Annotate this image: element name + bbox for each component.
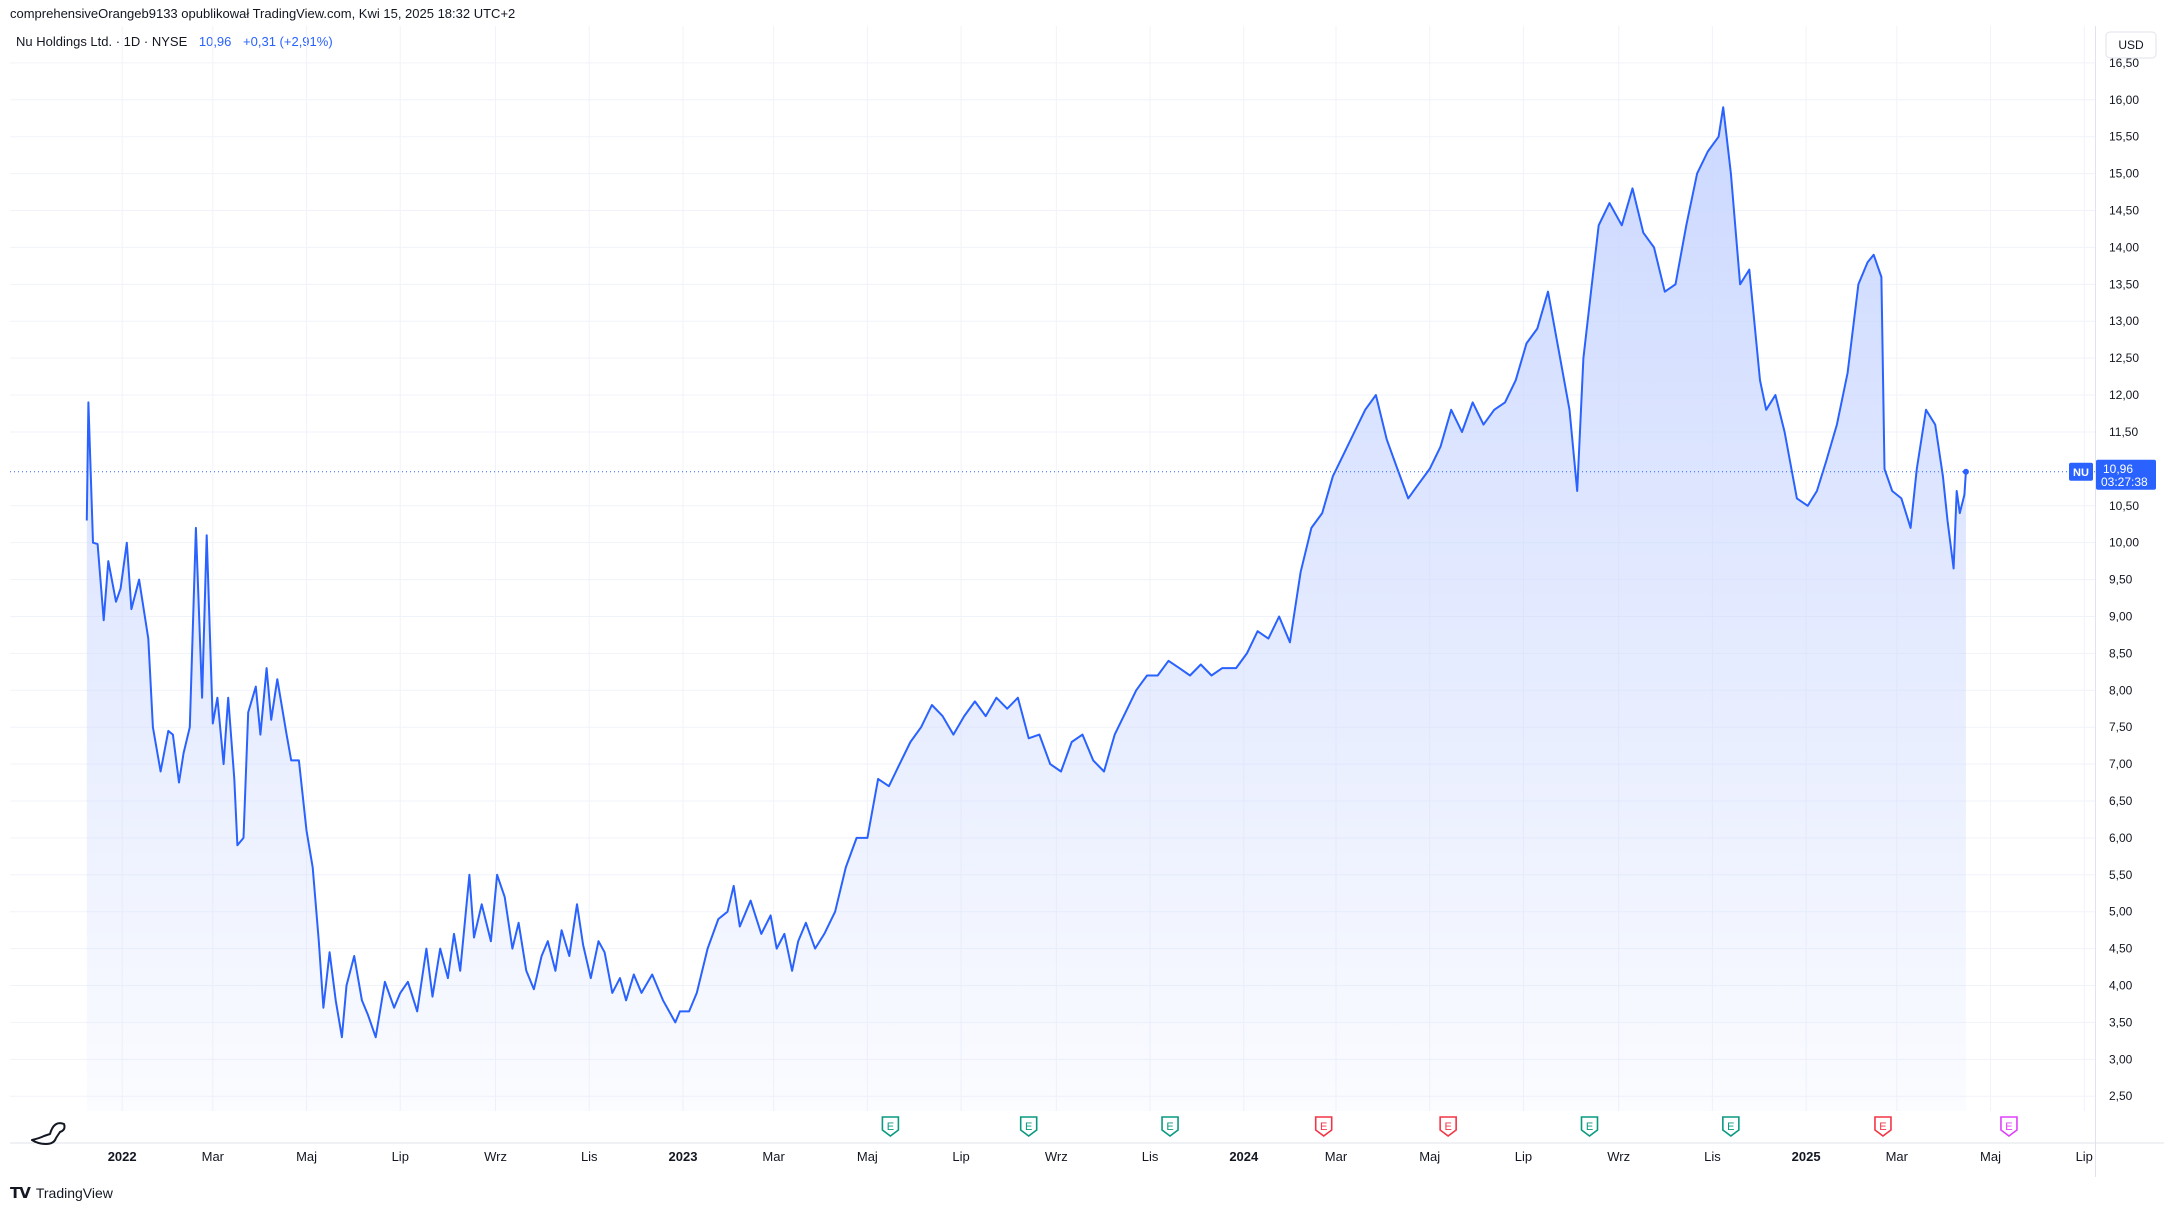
x-tick-label: Wrz — [484, 1149, 507, 1164]
y-tick-label: 4,00 — [2109, 979, 2133, 993]
ticker-tag-bg — [2069, 462, 2093, 481]
y-tick-label: 7,50 — [2109, 720, 2133, 734]
x-tick-label: Mar — [202, 1149, 225, 1164]
last-price-dot — [1962, 468, 1969, 475]
y-tick-label: 7,00 — [2109, 757, 2133, 771]
y-tick-label: 15,50 — [2109, 130, 2139, 144]
y-tick-label: 16,50 — [2109, 56, 2139, 70]
svg-text:E: E — [1320, 1121, 1327, 1133]
currency-label: USD — [2118, 38, 2144, 52]
price-change: +0,31 (+2,91%) — [243, 34, 333, 49]
y-tick-label: 5,00 — [2109, 905, 2133, 919]
x-tick-label: Lip — [2076, 1149, 2093, 1164]
symbol-legend: Nu Holdings Ltd. · 1D · NYSE 10,96 +0,31… — [16, 34, 333, 49]
price-area-fill — [86, 107, 1966, 1111]
price-line — [85, 106, 1967, 1039]
publish-info: comprehensiveOrangeb9133 opublikował Tra… — [10, 6, 516, 21]
y-tick-label: 4,50 — [2109, 942, 2133, 956]
y-tick-label: 14,50 — [2109, 204, 2139, 218]
x-tick-label: Wrz — [1607, 1149, 1630, 1164]
x-tick-label: Lip — [952, 1149, 969, 1164]
earnings-marker-icon[interactable]: E — [2000, 1116, 2018, 1137]
price-chart[interactable]: 2,50 3,00 3,50 4,00 4,50 5,00 5,50 6,00 6,50 7,00… — [10, 26, 2164, 1177]
y-tick-label: 9,00 — [2109, 609, 2133, 623]
x-tick-label: Maj — [857, 1149, 878, 1164]
currency-button — [2105, 31, 2157, 59]
x-tick-label: Maj — [1980, 1149, 2001, 1164]
y-tick-label: 16,00 — [2109, 93, 2139, 107]
symbol-name[interactable]: Nu Holdings Ltd. · 1D · NYSE — [16, 34, 188, 49]
y-tick-label: 15,00 — [2109, 167, 2139, 181]
earnings-marker-icon[interactable]: E — [881, 1116, 900, 1137]
x-tick-label: Mar — [762, 1149, 785, 1164]
earnings-marker-icon[interactable]: E — [1439, 1116, 1457, 1137]
y-tick-label: 10,00 — [2109, 536, 2139, 550]
x-tick-label: Lis — [1142, 1149, 1159, 1164]
y-tick-label: 13,50 — [2109, 277, 2139, 291]
y-tick-label: 9,50 — [2109, 573, 2133, 587]
y-tick-label: 2,50 — [2109, 1089, 2133, 1103]
ticker-tag: NU — [2073, 467, 2089, 479]
x-tick-label: Lis — [581, 1149, 598, 1164]
footer-brand: 𝗧𝗩 TradingView — [10, 1184, 113, 1202]
y-tick-label: 3,50 — [2109, 1015, 2133, 1029]
tradingview-logo-icon: 𝗧𝗩 — [10, 1185, 31, 1202]
earnings-marker-icon[interactable]: E — [1874, 1116, 1892, 1137]
svg-text:E: E — [1166, 1121, 1173, 1133]
y-tick-label: 14,00 — [2109, 240, 2139, 254]
x-tick-label: 2022 — [108, 1149, 137, 1164]
brand-name: TradingView — [35, 1185, 113, 1201]
svg-text:E: E — [1879, 1121, 1886, 1133]
x-tick-label: Lip — [1515, 1149, 1532, 1164]
y-tick-label: 12,00 — [2109, 388, 2139, 402]
y-tick-label: 11,50 — [2109, 425, 2138, 439]
y-tick-label: 13,00 — [2109, 314, 2139, 328]
x-tick-label: 2025 — [1792, 1149, 1821, 1164]
svg-text:E: E — [1586, 1121, 1593, 1133]
last-price-label-bg — [2096, 459, 2156, 490]
y-tick-label: 10,50 — [2109, 499, 2139, 513]
earnings-marker-icon[interactable]: E — [1314, 1116, 1333, 1137]
x-tick-label: 2024 — [1229, 1149, 1259, 1164]
svg-text:E: E — [1727, 1121, 1734, 1133]
earnings-marker-icon[interactable]: E — [1161, 1116, 1179, 1137]
last-price: 10,96 — [198, 34, 232, 49]
earnings-marker-icon[interactable]: E — [1019, 1116, 1038, 1137]
x-tick-label: Mar — [1886, 1149, 1909, 1164]
svg-text:E: E — [1444, 1121, 1451, 1133]
y-tick-label: 8,50 — [2109, 646, 2133, 660]
x-tick-label: Maj — [1419, 1149, 1440, 1164]
svg-text:E: E — [2005, 1121, 2012, 1133]
svg-text:E: E — [887, 1121, 894, 1133]
countdown-label: 03:27:38 — [2101, 475, 2148, 489]
earnings-marker-icon[interactable]: E — [1580, 1116, 1599, 1137]
earnings-marker-icon[interactable]: E — [1722, 1116, 1740, 1137]
y-tick-label: 12,50 — [2109, 351, 2139, 365]
chart-area[interactable]: 2,50 3,00 3,50 4,00 4,50 5,00 5,50 6,00 6,50 7,00… — [10, 26, 2164, 1177]
svg-text:E: E — [1025, 1121, 1032, 1133]
x-tick-label: Lis — [1704, 1149, 1721, 1164]
y-tick-label: 5,50 — [2109, 868, 2133, 882]
last-price-label: 10,96 — [2103, 462, 2133, 476]
y-tick-label: 8,00 — [2109, 683, 2133, 697]
x-tick-label: Wrz — [1045, 1149, 1068, 1164]
x-tick-label: Mar — [1325, 1149, 1348, 1164]
y-tick-label: 6,50 — [2109, 794, 2133, 808]
y-tick-label: 6,00 — [2109, 831, 2133, 845]
dino-icon — [31, 1122, 66, 1145]
x-tick-label: Lip — [392, 1149, 409, 1164]
y-tick-label: 3,00 — [2109, 1052, 2133, 1066]
x-tick-label: Maj — [296, 1149, 317, 1164]
x-tick-label: 2023 — [669, 1149, 698, 1164]
